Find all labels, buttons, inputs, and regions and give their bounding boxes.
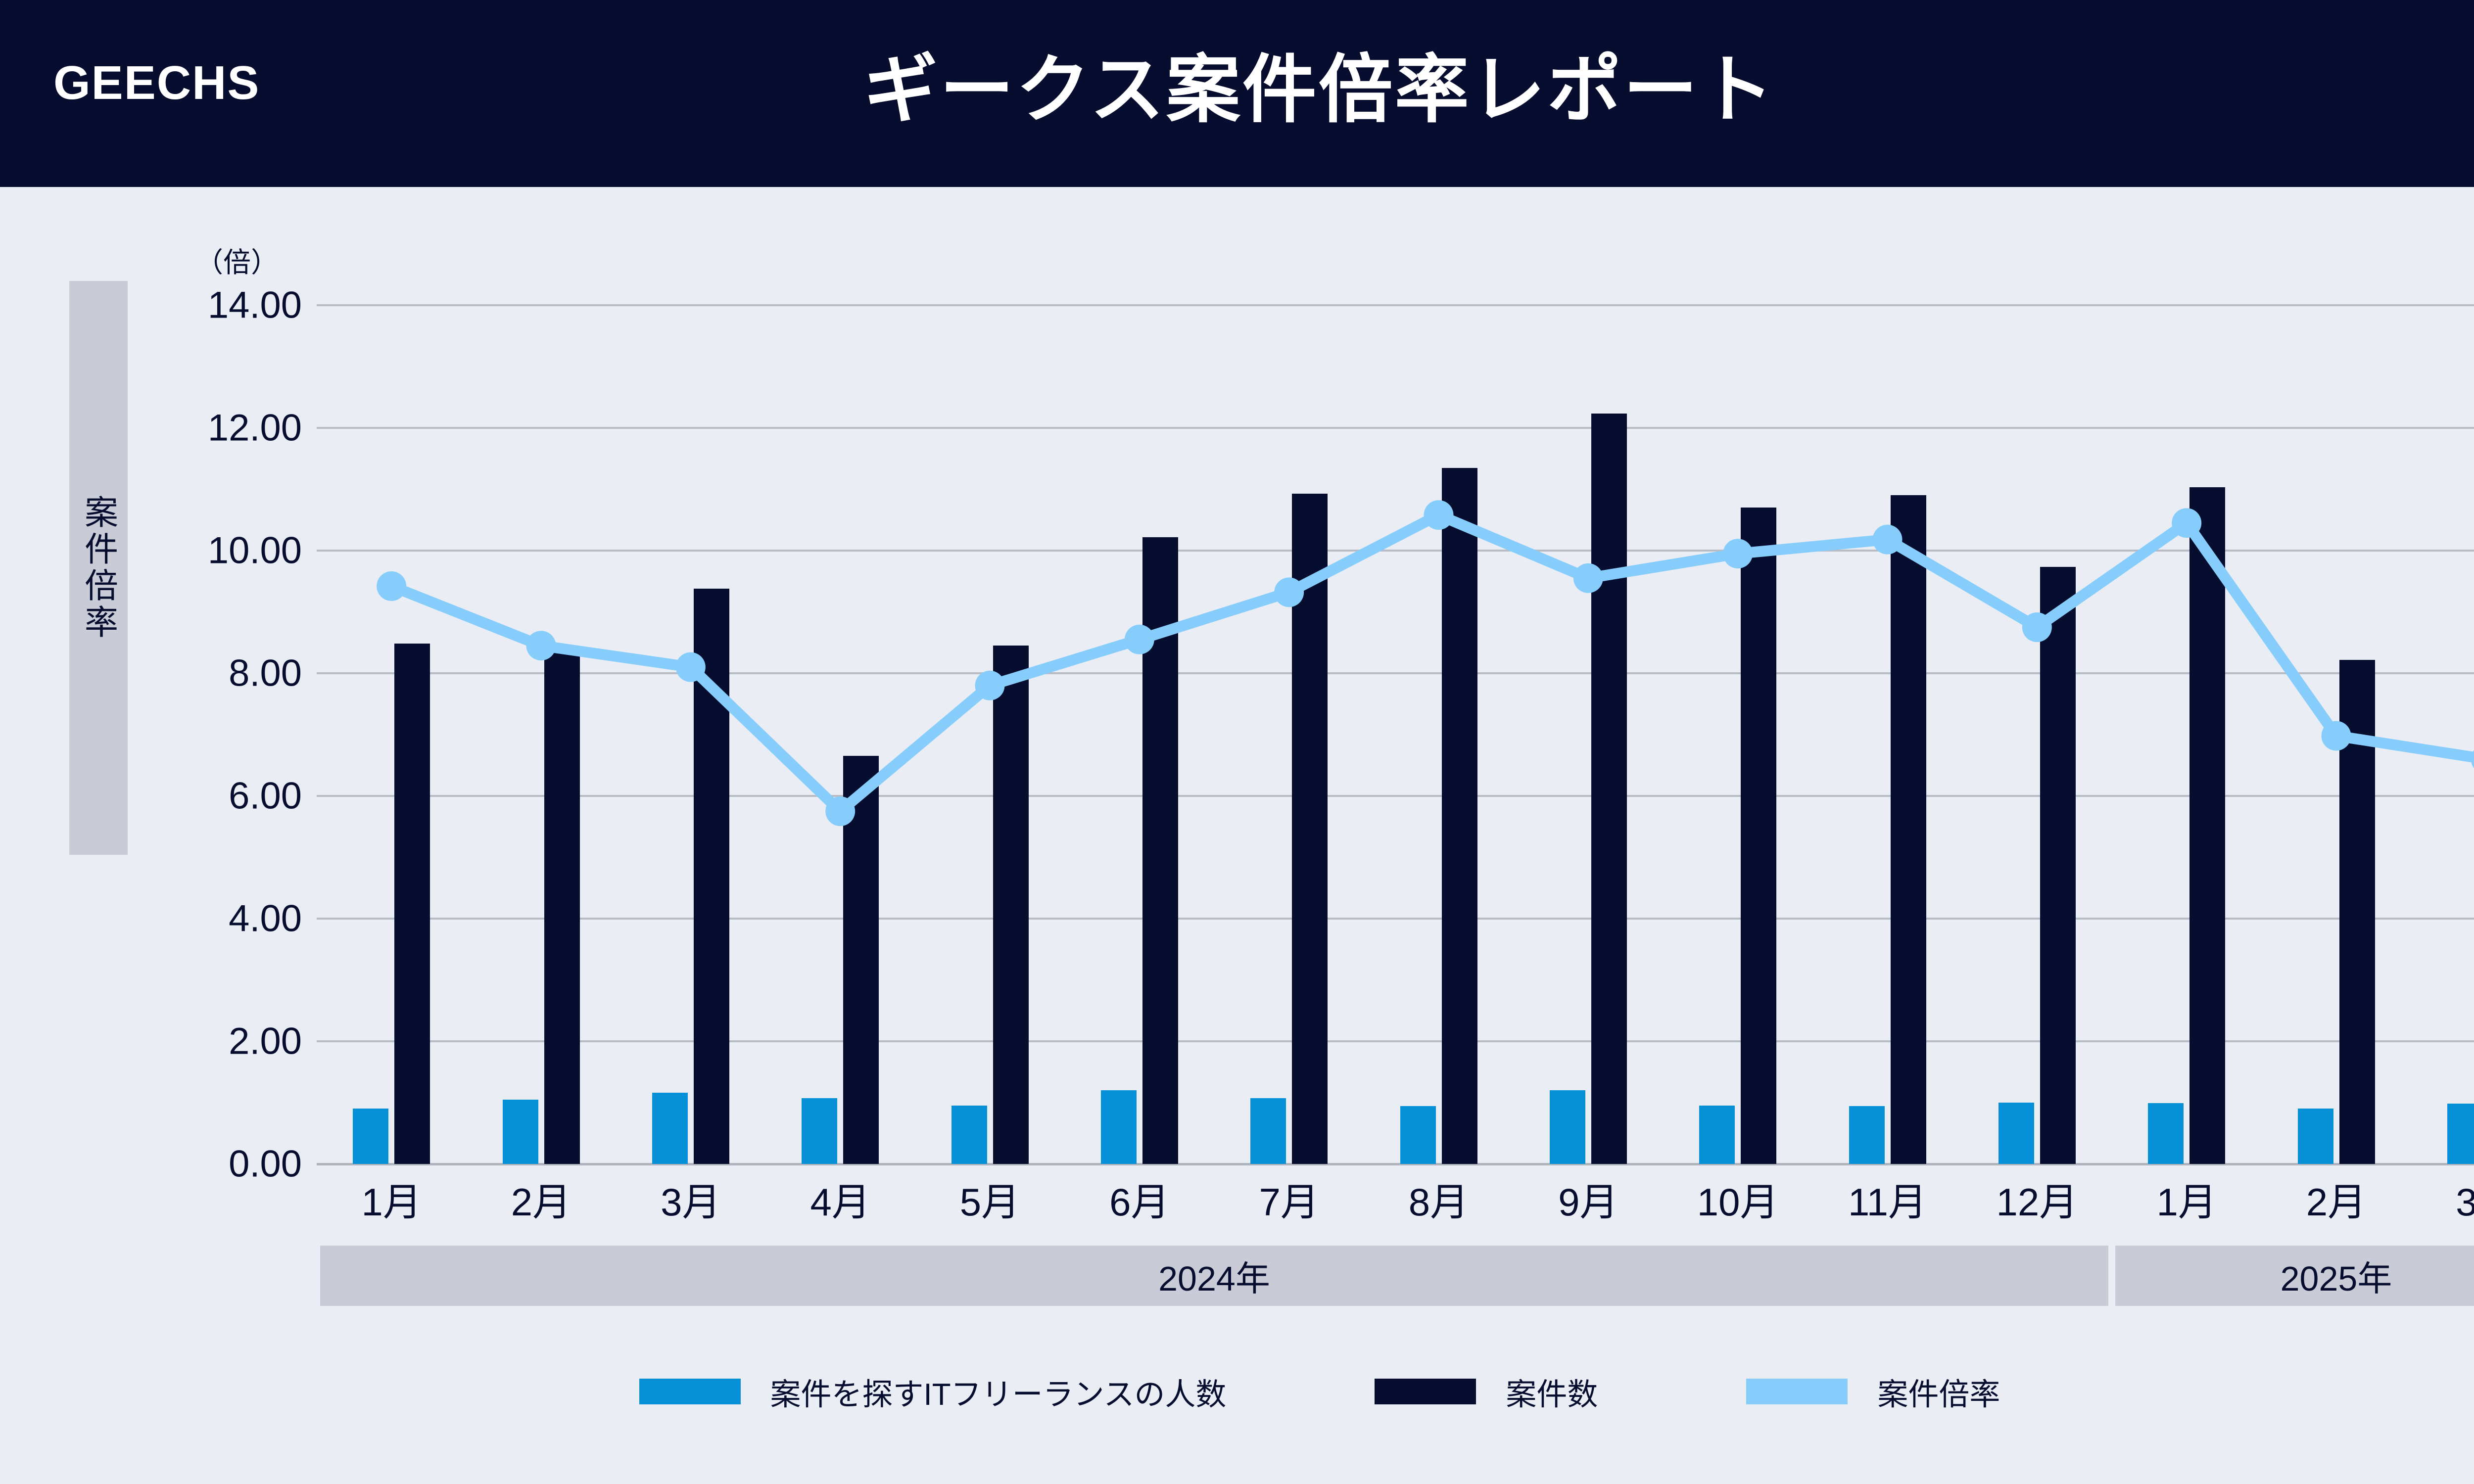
brand-logo: GEECHS (53, 56, 260, 109)
x-axis-tick-label: 7月 (1259, 1180, 1319, 1224)
x-axis-tick-label: 11月 (1848, 1180, 1927, 1224)
y-axis-ticks: 14.00 12.00 10.00 8.00 6.00 4.00 2.00 0.00 (89, 284, 302, 1185)
bar-project-count (544, 649, 580, 1164)
year-bands: 2024年 2025年 (317, 1246, 2474, 1306)
bar-freelance-count (1250, 1098, 1286, 1164)
x-axis-tick-label: 1月 (2156, 1180, 2217, 1224)
ratio-line-marker (2471, 750, 2474, 768)
x-axis-tick-label: 2月 (2306, 1180, 2367, 1224)
year-band-label: 2024年 (320, 1246, 2108, 1306)
ratio-line-marker (526, 631, 556, 661)
x-axis-tick-label: 5月 (959, 1180, 1020, 1224)
x-axis-tick-label: 10月 (1697, 1180, 1779, 1224)
y-axis-unit-label: （倍） (195, 247, 279, 278)
gridline (317, 1040, 2474, 1042)
ratio-line-marker (675, 652, 706, 682)
bar-project-count (993, 646, 1029, 1164)
x-axis-tick-label: 9月 (1558, 1180, 1618, 1224)
bar-project-count (1591, 414, 1627, 1164)
ratio-line-marker (1274, 577, 1304, 607)
line-series-layer (377, 500, 2474, 826)
bar-freelance-count (1549, 1090, 1585, 1164)
y-axis-tick-label: 2.00 (229, 1020, 302, 1063)
chart-legend: 案件を探すITフリーランスの人数 案件数 案件倍率 (0, 1369, 2474, 1414)
ratio-line-marker (1872, 524, 1903, 555)
y-axis-tick-label: 14.00 (207, 284, 302, 326)
bar-freelance-count (353, 1109, 389, 1164)
gridline (317, 304, 2474, 306)
legend-item[interactable]: 案件数 (1375, 1369, 1598, 1414)
bar-freelance-count (1849, 1106, 1885, 1164)
x-axis-tick-label: 4月 (810, 1180, 870, 1224)
bar-freelance-count (502, 1099, 538, 1164)
y-axis-tick-label: 10.00 (207, 529, 302, 572)
gridline (317, 427, 2474, 429)
axis-baseline (317, 1163, 2474, 1165)
y-axis-title-box (69, 281, 128, 855)
gridline (317, 672, 2474, 674)
ratio-line-marker (975, 670, 1005, 700)
bar-project-count (1890, 495, 1926, 1164)
y-axis-tick-label: 4.00 (229, 897, 302, 940)
x-axis-tick-label: 8月 (1408, 1180, 1469, 1224)
legend-swatch-icon (639, 1379, 741, 1404)
y-axis-title: 案件倍率 (79, 495, 117, 641)
legend-item-label: 案件数 (1506, 1378, 1598, 1412)
ratio-line-marker (1424, 500, 1454, 530)
x-axis-tick-label: 2月 (511, 1180, 571, 1224)
ratio-line-marker (2022, 612, 2052, 642)
page-title: ギークス案件倍率レポート (863, 48, 1776, 131)
plot-area (317, 304, 2474, 1165)
gridline (317, 795, 2474, 797)
page-header: GEECHS ギークス案件倍率レポート (0, 0, 2474, 187)
bar-freelance-count (1400, 1106, 1436, 1164)
x-axis-tick-label: 12月 (1996, 1180, 2078, 1224)
bar-freelance-count (802, 1098, 838, 1164)
bar-freelance-count (1100, 1090, 1137, 1164)
year-band-label: 2025年 (2115, 1246, 2474, 1306)
y-axis-tick-label: 6.00 (229, 775, 302, 817)
x-axis-labels: 1月 2月 3月 4月 5月 6月 7月 8月 9月 10月 11月 12月 1月 2月 3月 (317, 1171, 2474, 1231)
bar-project-count (1441, 467, 1477, 1164)
legend-item-label: 案件を探すITフリーランスの人数 (770, 1378, 1227, 1412)
ratio-line-marker (1723, 539, 1753, 569)
legend-item[interactable]: 案件倍率 (1746, 1369, 2000, 1414)
y-axis-tick-label: 8.00 (229, 652, 302, 695)
ratio-line-marker (2321, 721, 2351, 751)
y-axis-tick-label: 0.00 (229, 1143, 302, 1185)
bar-freelance-count (2447, 1104, 2474, 1164)
bar-project-count (2040, 567, 2076, 1164)
x-axis-tick-label: 3月 (2456, 1180, 2474, 1224)
bar-project-count (1741, 508, 1777, 1164)
ratio-line-marker (377, 571, 407, 601)
legend-swatch-icon (1375, 1379, 1476, 1404)
chart-container: 案件倍率 （倍） 14.00 12.00 10.00 8.00 6.00 4.00 2.00… (0, 187, 2474, 1484)
bar-freelance-count (1998, 1103, 2034, 1164)
x-axis-tick-label: 6月 (1109, 1180, 1170, 1224)
legend-swatch-icon (1746, 1379, 1848, 1404)
bar-project-count (1292, 493, 1328, 1164)
bar-freelance-count (1699, 1106, 1735, 1164)
ratio-line-marker (1573, 563, 1603, 593)
bar-freelance-count (951, 1106, 987, 1164)
ratio-line-marker (1124, 624, 1154, 654)
ratio-line-marker (825, 796, 856, 826)
ratio-line-marker (2172, 508, 2202, 538)
gridline (317, 550, 2474, 552)
bar-project-count (2189, 487, 2226, 1164)
bar-freelance-count (2297, 1109, 2333, 1164)
gridline (317, 918, 2474, 920)
legend-item-label: 案件倍率 (1877, 1378, 2000, 1412)
bar-project-count (394, 644, 430, 1164)
x-axis-tick-label: 1月 (361, 1180, 422, 1224)
bar-freelance-count (652, 1093, 688, 1164)
bar-project-count (843, 756, 879, 1164)
y-axis-tick-label: 12.00 (207, 407, 302, 449)
legend-item[interactable]: 案件を探すITフリーランスの人数 (639, 1369, 1227, 1414)
x-axis-tick-label: 3月 (661, 1180, 721, 1224)
bar-freelance-count (2148, 1103, 2184, 1164)
